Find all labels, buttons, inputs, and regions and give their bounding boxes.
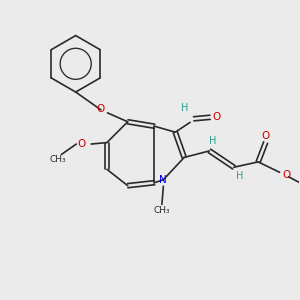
Text: H: H	[236, 171, 243, 181]
Text: O: O	[212, 112, 221, 122]
Text: CH₃: CH₃	[154, 206, 170, 215]
Text: O: O	[262, 131, 270, 141]
Text: O: O	[282, 170, 290, 180]
Text: N: N	[159, 175, 167, 185]
Text: CH₃: CH₃	[49, 155, 66, 164]
Text: H: H	[181, 103, 188, 113]
Text: O: O	[97, 104, 105, 114]
Text: O: O	[77, 139, 86, 149]
Text: H: H	[209, 136, 216, 146]
